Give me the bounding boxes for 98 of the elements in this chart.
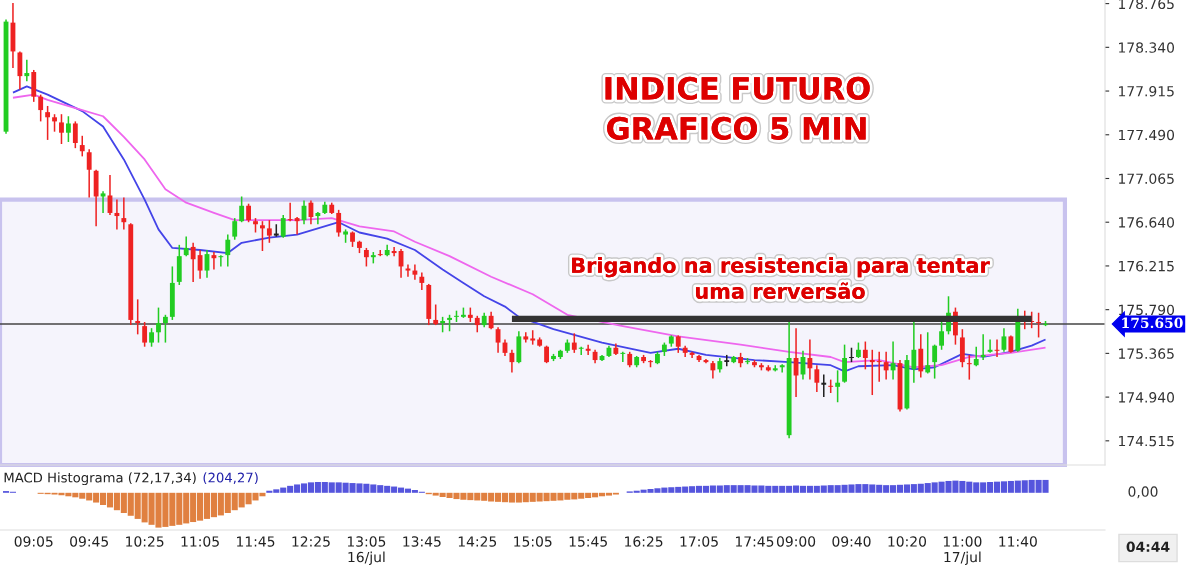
x-tick-label: 15:45 — [569, 536, 607, 547]
candlestick — [260, 220, 265, 252]
y-tick-label: 176.215 — [1119, 260, 1174, 272]
x-tick-label: 10:25 — [126, 536, 164, 547]
candlestick — [225, 233, 231, 268]
candlestick — [86, 148, 92, 199]
candlestick — [190, 242, 196, 283]
candlestick — [821, 373, 827, 398]
x-tick-label: 10:20 — [888, 536, 927, 547]
x-tick-label: 17:05 — [680, 536, 718, 547]
candlestick — [883, 351, 889, 381]
candlestick — [287, 201, 293, 222]
x-tick-label: 11:40 — [999, 536, 1037, 547]
candlestick — [121, 196, 127, 231]
x-tick-label: 09:05 — [14, 536, 53, 547]
candlestick — [620, 351, 626, 363]
text: 0,00 — [1128, 486, 1158, 499]
x-tick-label: 13:45 — [403, 536, 441, 547]
x-tick-label: 11:45 — [237, 536, 275, 547]
candlestick — [38, 93, 44, 123]
x-tick-label: 12:25 — [292, 536, 330, 547]
candlestick — [966, 354, 972, 381]
candlestick — [162, 314, 168, 344]
candlestick — [509, 349, 515, 374]
candlestick — [939, 321, 944, 351]
candlestick — [377, 249, 383, 257]
candlestick — [918, 333, 924, 379]
chart-subtitle: (204,27) — [203, 472, 258, 485]
candlestick — [779, 363, 785, 374]
y-tick-label: 176.640 — [1119, 217, 1175, 228]
candlestick — [156, 306, 161, 344]
candlestick — [911, 321, 917, 384]
candlestick — [814, 364, 820, 393]
candlestick — [135, 298, 141, 336]
candlestick — [862, 340, 868, 371]
x-tick-label: 11:00 17/jul — [943, 536, 982, 565]
candlestick — [294, 216, 300, 236]
candlestick — [24, 58, 30, 83]
candlestick — [585, 343, 591, 356]
candlestick — [72, 120, 78, 149]
chart-title: MACD Histograma (72,17,34) — [4, 472, 196, 486]
candlestick — [336, 209, 342, 238]
candlestick — [807, 338, 813, 381]
x-tick-label: 13:05 16/jul — [347, 536, 386, 565]
x-tick-label: 09:45 — [70, 536, 108, 547]
x-tick-label: 16:25 — [625, 536, 663, 547]
candlestick — [433, 303, 439, 326]
y-tick-label: 177.915 — [1119, 86, 1174, 97]
candlestick — [925, 331, 931, 375]
candlestick — [876, 351, 882, 383]
candlestick — [842, 343, 847, 384]
candlestick — [280, 214, 286, 239]
x-tick-label: 17:45 — [735, 536, 774, 547]
candlestick — [391, 246, 397, 257]
y-tick-label: 178.340 — [1119, 42, 1175, 53]
y-tick-label: 175.790 — [1119, 304, 1175, 316]
candlestick — [835, 369, 841, 404]
candlestick — [412, 263, 418, 281]
candlestick — [1036, 311, 1042, 339]
candlestick — [723, 354, 731, 368]
annotation: Brigando na resistencia para tentar uma rerversão — [572, 256, 990, 299]
candlestick — [315, 211, 321, 226]
candlestick — [45, 105, 51, 141]
candlestick — [17, 50, 23, 91]
candlestick — [571, 332, 577, 354]
y-tick-label: 175.365 — [1119, 348, 1174, 359]
x-tick-label: 09:40 — [832, 536, 871, 547]
candlestick — [266, 219, 272, 244]
y-tick-label: 177.490 — [1119, 129, 1175, 141]
candlestick — [59, 113, 64, 145]
x-tick-label: 11:05 — [181, 536, 219, 547]
candlestick — [142, 321, 148, 348]
candlestick — [523, 331, 529, 344]
candlestick — [232, 217, 238, 241]
candlestick — [239, 195, 245, 223]
candlestick — [363, 247, 369, 268]
candlestick — [987, 338, 993, 354]
y-tick-label: 174.515 — [1119, 435, 1174, 447]
candlestick — [218, 254, 224, 268]
candlestick — [79, 135, 85, 158]
x-tick-label: 09:00 — [776, 536, 816, 547]
candlestick — [980, 333, 986, 361]
candlestick — [65, 115, 71, 143]
candlestick — [114, 198, 120, 231]
y-tick-label: 174.940 — [1119, 392, 1175, 403]
candlestick — [246, 202, 251, 223]
candlestick — [973, 345, 979, 368]
candlestick — [149, 327, 154, 348]
x-tick-label: 14:25 — [458, 536, 497, 547]
text: INDICE FUTURO GRAFICO 5 MIN — [605, 76, 870, 140]
candlestick — [578, 345, 584, 356]
text: 175.650 — [1122, 317, 1183, 329]
candlestick — [183, 235, 189, 257]
x-tick-label: 15:05 — [514, 536, 552, 547]
candlestick — [869, 349, 875, 396]
candlestick — [932, 343, 938, 380]
text: 04:44 — [1126, 541, 1170, 553]
y-tick-label: 177.065 — [1119, 173, 1174, 184]
